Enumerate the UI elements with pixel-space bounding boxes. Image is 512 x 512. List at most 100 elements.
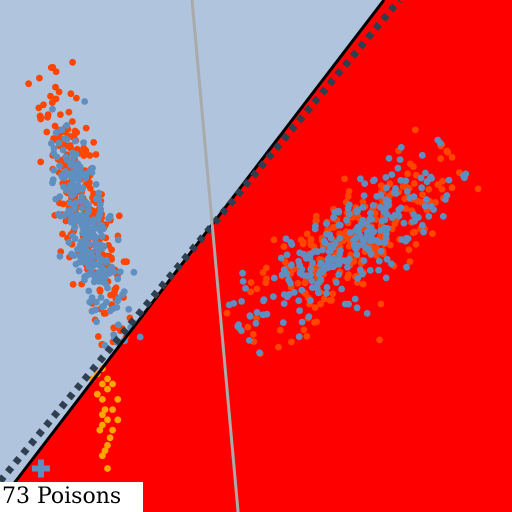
series-1-point	[85, 287, 93, 295]
series-1-point	[120, 288, 128, 295]
series-3-point	[383, 184, 390, 192]
series-3-point	[317, 260, 324, 268]
series-4-point	[104, 442, 111, 449]
series-1-point	[74, 166, 81, 174]
series-0-point	[80, 144, 88, 152]
series-3-point	[305, 313, 313, 321]
series-2-point	[359, 280, 367, 288]
series-1-point	[50, 166, 58, 174]
series-0-point	[82, 124, 90, 132]
series-3-point	[307, 250, 315, 258]
series-1-point	[65, 239, 73, 246]
series-1-point	[97, 294, 105, 301]
series-3-point	[298, 318, 306, 326]
series-0-point	[65, 108, 73, 116]
series-2-point	[437, 155, 444, 163]
series-3-point	[423, 178, 431, 186]
series-0-point	[107, 291, 114, 299]
series-1-point	[72, 150, 80, 158]
series-1-point	[91, 234, 99, 242]
series-3-point	[382, 199, 390, 207]
series-1-point	[67, 216, 75, 224]
series-2-point	[429, 230, 436, 238]
series-3-point	[357, 175, 364, 183]
series-3-point	[336, 256, 343, 264]
series-3-point	[402, 237, 410, 245]
series-3-point	[323, 220, 330, 228]
series-3-point	[314, 248, 321, 256]
series-3-point	[418, 151, 426, 159]
plus-marker	[31, 459, 50, 478]
series-2-point	[244, 323, 252, 331]
series-3-point	[377, 247, 385, 255]
series-3-point	[439, 213, 447, 220]
series-3-point	[406, 194, 414, 202]
series-3-point	[425, 212, 433, 220]
series-3-point	[239, 269, 247, 277]
series-1-point	[64, 209, 71, 217]
series-3-point	[352, 234, 360, 242]
series-3-point	[282, 235, 290, 243]
series-0-point	[55, 88, 63, 96]
series-1-point	[74, 186, 82, 194]
series-3-point	[332, 239, 339, 247]
series-3-point	[427, 202, 435, 210]
series-3-point	[324, 255, 332, 263]
series-1-point	[71, 224, 79, 232]
series-2-point	[280, 243, 288, 251]
series-4-point	[99, 421, 106, 429]
series-1-point	[58, 173, 66, 181]
series-1-point	[76, 258, 84, 266]
series-2-point	[371, 209, 379, 217]
series-4-point	[114, 396, 122, 403]
series-0-point	[69, 281, 77, 288]
series-3-point	[280, 300, 288, 307]
series-3-point	[375, 257, 383, 265]
series-4-point	[101, 447, 109, 454]
series-3-point	[359, 203, 367, 211]
series-3-point	[382, 174, 390, 181]
series-3-point	[381, 216, 389, 224]
series-0-point	[92, 151, 100, 158]
series-1-point	[81, 276, 88, 284]
series-1-point	[96, 260, 104, 268]
series-3-point	[332, 279, 340, 286]
series-2-point	[223, 309, 231, 317]
series-0-point	[86, 152, 94, 159]
series-1-point	[114, 321, 122, 329]
series-1-point	[95, 278, 103, 285]
series-1-point	[114, 236, 122, 244]
series-3-point	[370, 228, 378, 236]
series-3-point	[421, 202, 429, 210]
series-3-point	[434, 136, 442, 144]
series-3-point	[422, 169, 429, 177]
series-1-point	[61, 135, 69, 143]
series-3-point	[419, 221, 426, 229]
series-2-point	[373, 252, 380, 259]
series-1-point	[62, 153, 70, 161]
series-1-point	[80, 230, 87, 237]
series-0-point	[96, 286, 104, 294]
series-1-point	[89, 270, 97, 278]
series-3-point	[365, 246, 373, 254]
series-3-point	[338, 285, 345, 293]
series-2-point	[411, 228, 419, 236]
series-2-point	[253, 314, 260, 322]
series-2-point	[448, 184, 456, 192]
series-2-point	[386, 241, 394, 249]
series-3-point	[238, 298, 246, 305]
series-3-point	[443, 192, 451, 199]
series-1-point	[69, 169, 77, 177]
series-2-point	[474, 185, 482, 193]
series-1-point	[60, 183, 67, 191]
series-0-point	[48, 99, 56, 106]
series-1-point	[74, 211, 81, 219]
series-3-point	[391, 211, 399, 219]
series-0-point	[94, 333, 102, 340]
series-1-point	[89, 253, 97, 261]
series-3-point	[345, 210, 353, 218]
series-1-point	[49, 105, 56, 113]
series-3-point	[360, 192, 368, 200]
series-1-point	[114, 275, 122, 283]
series-3-point	[308, 284, 316, 291]
